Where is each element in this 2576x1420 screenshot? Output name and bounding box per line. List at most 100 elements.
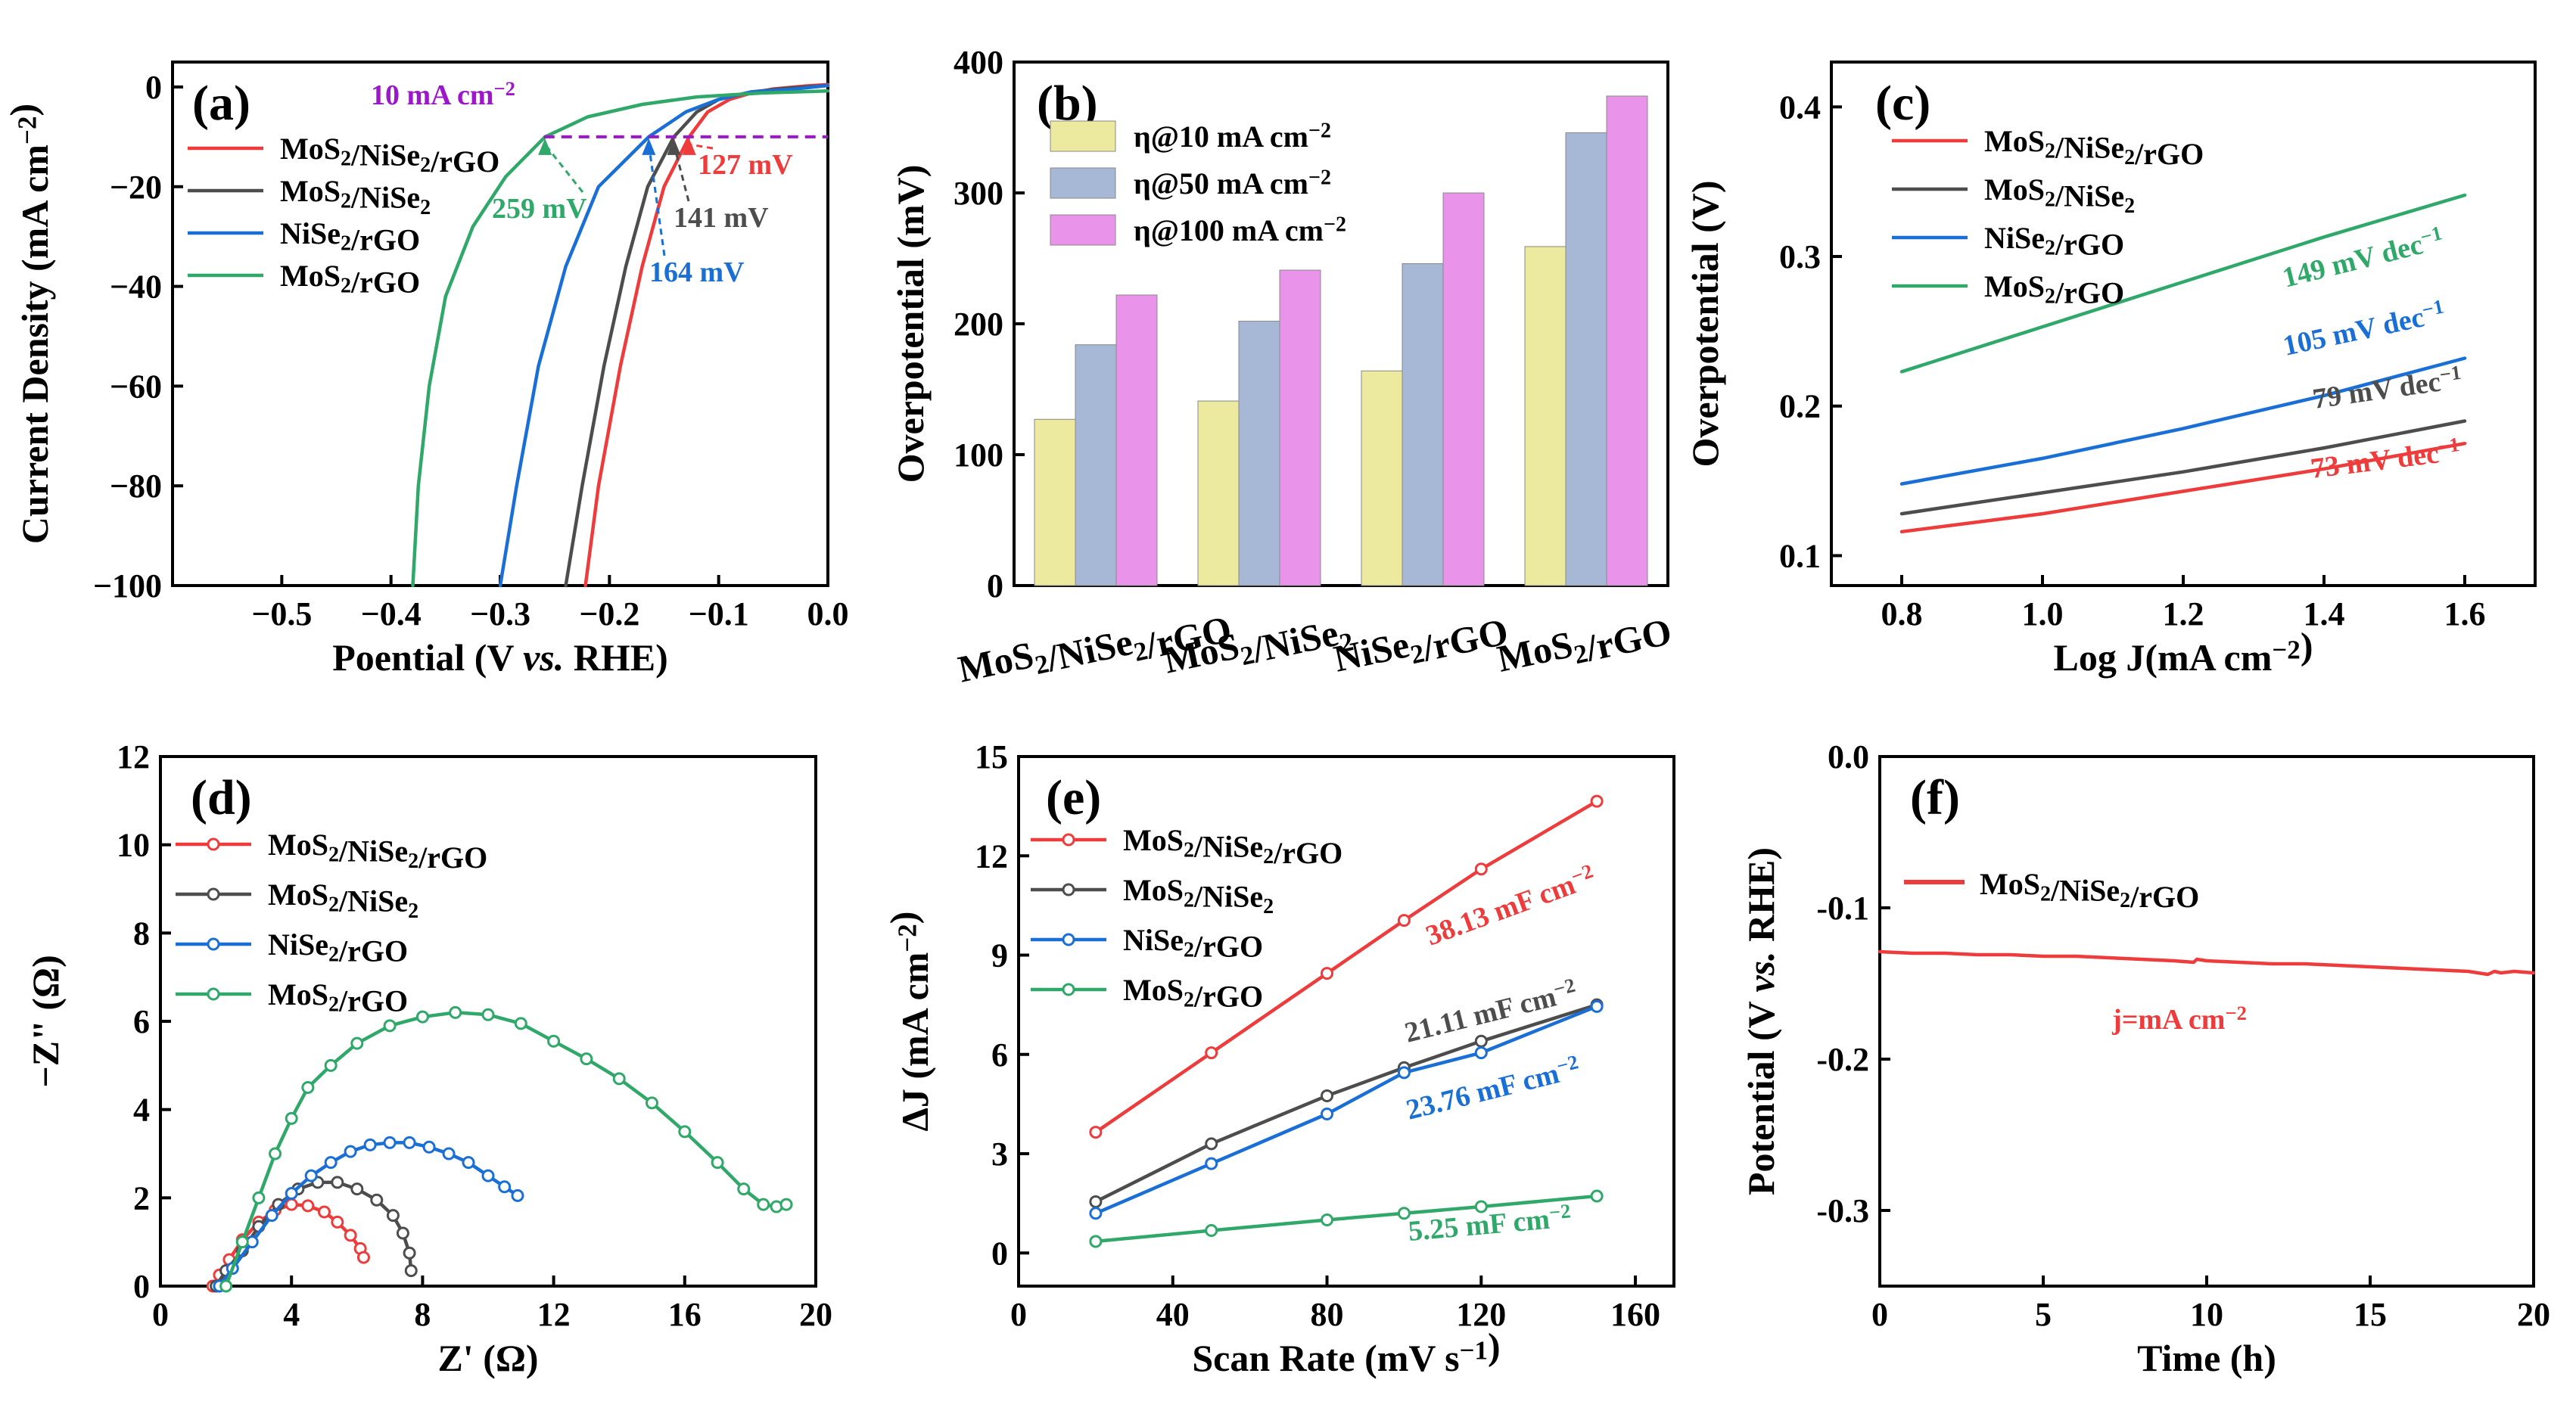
y-tick-label: 0.0 bbox=[1828, 738, 1869, 775]
slope-label: 38.13 mF cm−2 bbox=[1421, 859, 1600, 952]
panel-label: (c) bbox=[1875, 76, 1930, 131]
y-tick-label: 0 bbox=[991, 1235, 1008, 1272]
plot-frame bbox=[1017, 755, 1675, 1288]
data-point bbox=[1474, 862, 1488, 876]
data-point bbox=[304, 1169, 318, 1182]
data-point bbox=[1089, 1235, 1103, 1248]
data-point bbox=[1397, 914, 1411, 928]
x-tick-label: 8 bbox=[414, 1296, 431, 1333]
legend-label: NiSe2/rGO bbox=[1123, 923, 1263, 963]
data-point bbox=[612, 1072, 626, 1086]
bar bbox=[1075, 344, 1117, 586]
legend-swatch bbox=[1050, 214, 1116, 246]
data-point bbox=[350, 1182, 364, 1196]
series-line bbox=[1878, 949, 2536, 977]
condition-note: j=mA cm−2 bbox=[2111, 1002, 2247, 1036]
series-line bbox=[1899, 356, 2467, 486]
legend-swatch bbox=[1050, 167, 1116, 199]
y-tick-label: −80 bbox=[110, 468, 162, 505]
bar bbox=[1115, 294, 1158, 586]
x-tick-label: 4 bbox=[283, 1296, 300, 1333]
legend-label: MoS2/NiSe2/rGO bbox=[1123, 823, 1342, 870]
legend-label: MoS2/rGO bbox=[1984, 269, 2124, 309]
x-tick-label: 1.0 bbox=[2022, 595, 2064, 632]
legend-marker bbox=[1062, 983, 1075, 996]
legend-label: η@50 mA cm−2 bbox=[1134, 166, 1331, 200]
x-tick-label: 1.2 bbox=[2163, 595, 2204, 632]
data-point bbox=[252, 1191, 266, 1204]
data-point bbox=[547, 1034, 561, 1048]
legend-label: MoS2/NiSe2 bbox=[268, 878, 418, 923]
data-point bbox=[514, 1017, 527, 1030]
legend-marker bbox=[207, 937, 220, 951]
data-point bbox=[1397, 1066, 1411, 1080]
data-point bbox=[442, 1147, 456, 1161]
series-line bbox=[1899, 193, 2467, 374]
y-tick-label: 12 bbox=[117, 738, 150, 775]
x-tick-label: 1.6 bbox=[2444, 595, 2486, 632]
x-tick-label: 0 bbox=[152, 1296, 169, 1333]
panel-label: (e) bbox=[1046, 770, 1101, 825]
data-point bbox=[383, 1019, 397, 1033]
series-line bbox=[224, 1011, 789, 1288]
bar bbox=[1238, 321, 1280, 586]
data-point bbox=[363, 1138, 377, 1151]
series-line bbox=[1899, 441, 2467, 534]
series-line bbox=[411, 89, 830, 588]
data-point bbox=[1205, 1157, 1218, 1170]
plot-frame bbox=[159, 755, 817, 1288]
data-point bbox=[344, 1145, 357, 1158]
y-tick-label: -0.3 bbox=[1816, 1192, 1869, 1229]
x-tick-label: 0 bbox=[1010, 1296, 1027, 1333]
x-tick-label: −0.4 bbox=[361, 595, 422, 632]
x-tick-label: 0 bbox=[1871, 1296, 1888, 1333]
y-tick-label: 0.3 bbox=[1779, 238, 1821, 275]
data-point bbox=[1474, 1200, 1488, 1213]
panel-a: −0.5 −0.4 −0.3 −0.2 −0.1 0.0 0 −20 −40 −60 −80 −100… bbox=[2, 61, 849, 679]
annotation-leader bbox=[543, 143, 584, 193]
data-point bbox=[331, 1215, 344, 1229]
data-point bbox=[415, 1010, 429, 1024]
bar bbox=[1361, 370, 1403, 586]
x-axis-title: Poential (V vs. RHE) bbox=[332, 636, 668, 679]
data-point bbox=[396, 1226, 409, 1240]
annotation-arrowhead bbox=[667, 138, 681, 155]
y-tick-label: 0.4 bbox=[1779, 89, 1821, 126]
x-tick-label: −0.3 bbox=[470, 595, 530, 632]
legend-marker bbox=[1062, 933, 1075, 946]
x-tick-label: 0.8 bbox=[1881, 595, 1923, 632]
data-point bbox=[1089, 1195, 1103, 1208]
y-tick-label: −60 bbox=[110, 368, 162, 405]
x-tick-label: 5 bbox=[2035, 1296, 2052, 1333]
y-tick-label: 4 bbox=[133, 1092, 150, 1129]
data-point bbox=[344, 1229, 357, 1242]
data-point bbox=[269, 1147, 282, 1161]
slope-label: 149 mV dec−1 bbox=[2279, 221, 2447, 294]
data-point bbox=[403, 1246, 416, 1260]
data-point bbox=[1590, 1189, 1604, 1203]
y-tick-label: 9 bbox=[991, 937, 1008, 974]
y-tick-label: 0 bbox=[133, 1268, 150, 1305]
bar bbox=[1034, 418, 1076, 586]
data-point bbox=[646, 1096, 658, 1110]
y-tick-label: 0 bbox=[145, 69, 162, 106]
x-tick-label: 20 bbox=[2517, 1296, 2550, 1333]
data-point bbox=[403, 1136, 416, 1149]
y-tick-label: 0.1 bbox=[1779, 537, 1821, 574]
x-tick-label: 10 bbox=[2190, 1296, 2223, 1333]
legend-label: MoS2/rGO bbox=[1123, 973, 1263, 1013]
y-tick-label: 300 bbox=[954, 175, 1003, 212]
data-point bbox=[1474, 1046, 1488, 1060]
data-point bbox=[1205, 1137, 1218, 1151]
bar bbox=[1606, 95, 1648, 586]
y-axis-title: −Z" (Ω) bbox=[24, 955, 67, 1087]
y-tick-label: 6 bbox=[133, 1003, 150, 1040]
data-point bbox=[265, 1209, 278, 1223]
annotation-label: 141 mV bbox=[674, 202, 769, 234]
reference-label: 10 mA cm−2 bbox=[371, 77, 515, 111]
y-axis-title: Potential (V vs. RHE) bbox=[1740, 847, 1782, 1195]
data-point bbox=[1590, 999, 1604, 1013]
x-tick-label: 1.4 bbox=[2304, 595, 2345, 632]
data-point bbox=[386, 1209, 400, 1223]
y-axis-title: Overpotential (mV) bbox=[889, 165, 932, 483]
